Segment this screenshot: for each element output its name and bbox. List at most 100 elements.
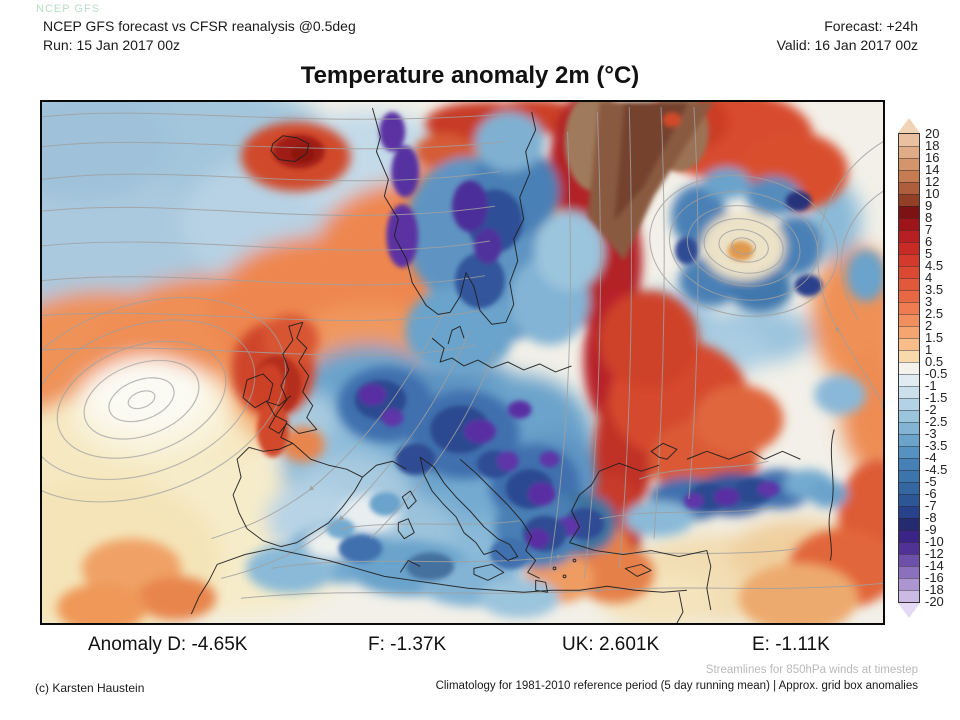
colorbar-tick-label: 9 (925, 198, 933, 213)
colorbar-tick-label: -8 (925, 510, 937, 525)
colorbar-cell (899, 530, 919, 542)
colorbar-cell (899, 302, 919, 314)
watermark-text: NCEP GFS (36, 3, 101, 15)
colorbar-cell (899, 506, 919, 518)
colorbar-cell (899, 206, 919, 218)
colorbar-tick-label: 0.5 (925, 354, 944, 369)
header-left: NCEP GFS forecast vs CFSR reanalysis @0.… (43, 17, 356, 55)
colorbar-cell (899, 170, 919, 182)
colorbar-cell (899, 314, 919, 326)
colorbar-cell (899, 434, 919, 446)
colorbar-tick-label: 20 (925, 126, 940, 141)
colorbar-cell (899, 134, 919, 146)
colorbar-top-cap (898, 118, 920, 133)
colorbar-tick-label: 5 (925, 246, 933, 261)
header-right: Forecast: +24h Valid: 16 Jan 2017 00z (777, 17, 918, 55)
colorbar-tick-label: 7 (925, 222, 933, 237)
colorbar-tick-label: -9 (925, 522, 937, 537)
colorbar-cell (899, 290, 919, 302)
colorbar-cell (899, 230, 919, 242)
colorbar-tick-label: 1 (925, 342, 933, 357)
colorbar-cell (899, 278, 919, 290)
colorbar-cell (899, 554, 919, 566)
colorbar-cell (899, 446, 919, 458)
colorbar-cell (899, 338, 919, 350)
anomaly-map (40, 100, 885, 625)
colorbar-cells (898, 133, 920, 603)
run-line: Run: 15 Jan 2017 00z (43, 37, 180, 53)
colorbar-tick-label: 2.5 (925, 306, 944, 321)
colorbar-cell (899, 470, 919, 482)
colorbar-tick-label: 8 (925, 210, 933, 225)
colorbar-tick-label: -16 (925, 570, 944, 585)
colorbar-cell (899, 362, 919, 374)
colorbar-bottom-cap (898, 603, 920, 618)
anomaly-uk-value: UK: 2.601K (562, 634, 660, 655)
model-line: NCEP GFS forecast vs CFSR reanalysis @0.… (43, 18, 356, 34)
colorbar-cell (899, 386, 919, 398)
colorbar-tick-label: -10 (925, 534, 944, 549)
colorbar-cell (899, 458, 919, 470)
colorbar-tick-label: -18 (925, 582, 944, 597)
coastlines-layer (190, 107, 835, 623)
climatology-note: Climatology for 1981-2010 reference peri… (435, 680, 918, 692)
colorbar-cell (899, 578, 919, 590)
colorbar-tick-label: -4.5 (925, 462, 948, 477)
colorbar-tick-label: -7 (925, 498, 937, 513)
colorbar-tick-label: 10 (925, 186, 940, 201)
anomaly-f-value: F: -1.37K (368, 634, 447, 655)
anomaly-summary: Anomaly D: -4.65K F: -1.37K UK: 2.601K E… (0, 634, 960, 662)
colorbar-cell (899, 242, 919, 254)
colorbar-tick-label: 2 (925, 318, 933, 333)
streamlines-layer (42, 106, 883, 599)
colorbar-cell (899, 266, 919, 278)
valid-line: Valid: 16 Jan 2017 00z (776, 37, 918, 53)
colorbar-cell (899, 218, 919, 230)
colorbar-cell (899, 422, 919, 434)
colorbar: 20 18 16 14 12 10 9 8 7 6 5 4.5 4 3.5 3 2.5 2 1.5 1 0.5 -0.5… (898, 118, 947, 618)
colorbar-tick-label: 18 (925, 138, 940, 153)
colorbar-cell (899, 158, 919, 170)
colorbar-cell (899, 350, 919, 362)
colorbar-cell (899, 326, 919, 338)
colorbar-tick-label: -1 (925, 378, 937, 393)
colorbar-tick-label: 4 (925, 270, 933, 285)
temperature-field-spot-layer (252, 102, 823, 581)
colorbar-tick-label: -20 (925, 594, 944, 609)
colorbar-cell (899, 542, 919, 554)
colorbar-cell (899, 410, 919, 422)
colorbar-cell (899, 146, 919, 158)
colorbar-tick-label: 3 (925, 294, 933, 309)
streamline-note: Streamlines for 850hPa winds at timestep (705, 664, 918, 676)
colorbar-cell (899, 518, 919, 530)
anomaly-map-svg (42, 102, 883, 623)
colorbar-cell (899, 374, 919, 386)
colorbar-tick-label: -5 (925, 474, 937, 489)
colorbar-tick-label: 14 (925, 162, 940, 177)
forecast-line: Forecast: +24h (824, 18, 918, 34)
colorbar-cell (899, 590, 919, 602)
colorbar-tick-label: -2.5 (925, 414, 948, 429)
anomaly-e-value: E: -1.11K (752, 634, 830, 655)
colorbar-cell (899, 482, 919, 494)
colorbar-cell (899, 398, 919, 410)
colorbar-cell (899, 194, 919, 206)
colorbar-tick-label: -0.5 (925, 366, 948, 381)
colorbar-cell (899, 494, 919, 506)
colorbar-tick-label: 3.5 (925, 282, 944, 297)
anomaly-d-value: Anomaly D: -4.65K (88, 634, 248, 655)
colorbar-tick-label: 12 (925, 174, 940, 189)
colorbar-tick-label: -3 (925, 426, 937, 441)
colorbar-tick-label: 1.5 (925, 330, 944, 345)
colorbar-tick-label: -6 (925, 486, 937, 501)
colorbar-cell (899, 182, 919, 194)
colorbar-tick-label: -14 (925, 558, 944, 573)
colorbar-tick-label: 6 (925, 234, 933, 249)
colorbar-cell (899, 254, 919, 266)
colorbar-tick-label: -3.5 (925, 438, 948, 453)
colorbar-tick-label: 4.5 (925, 258, 944, 273)
colorbar-cell (899, 566, 919, 578)
colorbar-tick-label: -1.5 (925, 390, 948, 405)
colorbar-tick-label: -12 (925, 546, 944, 561)
